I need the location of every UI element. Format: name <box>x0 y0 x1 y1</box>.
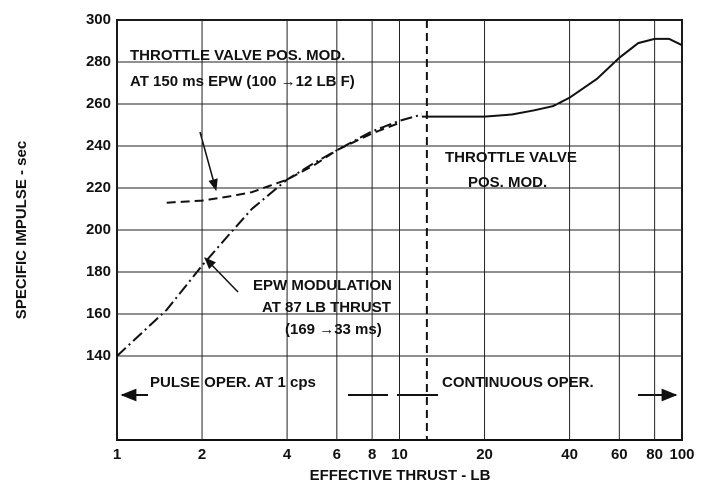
x-tick-label: 100 <box>669 446 694 463</box>
annotation: AT 87 LB THRUST <box>262 299 391 316</box>
series-line <box>421 37 683 118</box>
y-tick-label: 280 <box>86 53 111 70</box>
annotation: POS. MOD. <box>468 174 547 191</box>
y-axis-title: SPECIFIC IMPULSE - sec <box>13 141 30 319</box>
series-line <box>116 113 423 357</box>
x-tick-label: 1 <box>113 446 121 463</box>
series-line <box>166 121 400 204</box>
y-tick-label: 180 <box>86 263 111 280</box>
x-tick-label: 6 <box>333 446 341 463</box>
x-tick-label: 2 <box>198 446 206 463</box>
x-tick-label: 40 <box>561 446 578 463</box>
annotation: CONTINUOUS OPER. <box>442 374 594 391</box>
annotation: THROTTLE VALVE POS. MOD. <box>130 47 345 64</box>
y-tick-label: 300 <box>86 11 111 28</box>
leader <box>204 257 239 293</box>
y-tick-label: 200 <box>86 221 111 238</box>
x-tick-label: 8 <box>368 446 376 463</box>
x-tick-label: 4 <box>283 446 292 463</box>
x-tick-label: 20 <box>476 446 493 463</box>
y-tick-label: 240 <box>86 137 111 154</box>
leader <box>199 131 218 192</box>
y-tick-label: 220 <box>86 179 111 196</box>
annotation: (169 →33 ms) <box>285 321 382 338</box>
y-tick-label: 260 <box>86 95 111 112</box>
x-tick-label: 60 <box>611 446 628 463</box>
x-axis-title: EFFECTIVE THRUST - LB <box>310 467 491 484</box>
annotation: THROTTLE VALVE <box>445 149 577 166</box>
x-tick-label: 10 <box>391 446 408 463</box>
annotation: AT 150 ms EPW (100 →12 LB F) <box>130 73 355 90</box>
annotation: EPW MODULATION <box>253 277 392 294</box>
y-tick-label: 140 <box>86 347 111 364</box>
annotation: PULSE OPER. AT 1 cps <box>150 374 316 391</box>
x-tick-label: 80 <box>646 446 663 463</box>
y-tick-label: 160 <box>86 305 111 322</box>
